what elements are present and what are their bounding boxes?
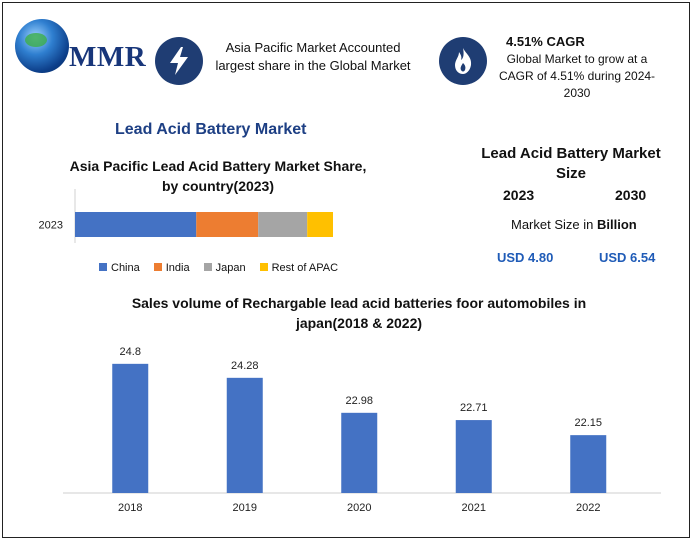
- legend-label: Rest of APAC: [271, 262, 339, 274]
- share-bar-segment-china: [75, 212, 197, 237]
- globe-logo-icon: [15, 19, 69, 73]
- share-bar-segment-rest-of-apac: [307, 212, 333, 237]
- sales-chart-title: Sales volume of Rechargable lead acid ba…: [131, 295, 587, 331]
- sales-bar-2018: [112, 363, 149, 493]
- year-2023: 2023: [503, 187, 535, 203]
- cagr-title: 4.51% CAGR: [506, 34, 585, 49]
- legend-label: Japan: [215, 262, 246, 274]
- logo-text: MMR: [69, 41, 147, 73]
- lightning-bolt-icon: [155, 37, 203, 85]
- share-bar-segment-japan: [258, 212, 308, 237]
- legend-swatch: [259, 263, 268, 271]
- market-size-label-unit: Billion: [596, 217, 637, 232]
- year-2030: 2030: [615, 187, 647, 203]
- main-title: Lead Acid Battery Market: [115, 121, 307, 138]
- legend-swatch: [99, 263, 107, 271]
- sales-chart: 24.8 2018 24.28 2019 22.98 2020 22.71 2021 22.15…: [63, 346, 661, 514]
- sales-data-label-2022: 22.15: [574, 417, 602, 429]
- info-apac-text: Asia Pacific Market Accounted largest sh…: [215, 40, 411, 73]
- sales-data-label-2019: 24.28: [231, 360, 259, 372]
- sales-tick-label-2018: 2018: [118, 502, 142, 514]
- market-size-label: Market Size in Billion: [511, 217, 637, 232]
- market-size-title: Lead Acid Battery Market Size: [481, 145, 661, 182]
- share-category-label: 2023: [39, 220, 63, 232]
- sales-data-label-2021: 22.71: [460, 402, 488, 414]
- share-chart-legend: China India Japan Rest of APAC: [99, 258, 399, 276]
- sales-tick-label-2020: 2020: [347, 502, 371, 514]
- sales-tick-label-2021: 2021: [462, 502, 486, 514]
- legend-item-rest-of-apac: Rest of APAC: [259, 262, 339, 274]
- sales-tick-label-2022: 2022: [576, 502, 600, 514]
- share-chart-title: Asia Pacific Lead Acid Battery Market Sh…: [69, 158, 367, 194]
- sales-bar-2019: [226, 377, 263, 493]
- legend-item-china: China: [99, 262, 140, 274]
- sales-bar-2021: [455, 420, 492, 493]
- share-chart: 2023: [39, 189, 333, 243]
- legend-swatch: [153, 263, 162, 271]
- legend-item-india: India: [153, 262, 190, 274]
- legend-item-japan: Japan: [203, 262, 246, 274]
- market-value-2023: USD 4.80: [497, 250, 554, 265]
- flame-icon: [439, 37, 487, 85]
- legend-swatch: [203, 263, 212, 271]
- sales-tick-label-2019: 2019: [233, 502, 257, 514]
- sales-bar-2022: [570, 435, 607, 493]
- sales-data-label-2018: 24.8: [120, 346, 141, 358]
- sales-bar-2020: [341, 412, 378, 493]
- cagr-text: Global Market to grow at a CAGR of 4.51%…: [498, 52, 656, 100]
- market-size-label-prefix: Market Size in: [511, 217, 597, 232]
- legend-label: India: [165, 262, 190, 274]
- market-value-2030: USD 6.54: [599, 250, 656, 265]
- sales-data-label-2020: 22.98: [345, 395, 373, 407]
- share-bar-segment-india: [196, 212, 259, 237]
- legend-label: China: [111, 262, 140, 274]
